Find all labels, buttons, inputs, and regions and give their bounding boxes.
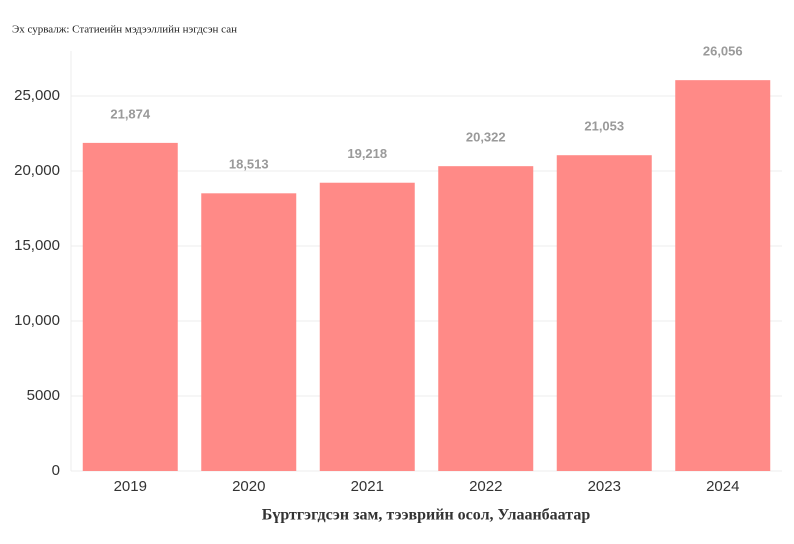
- bar: [319, 182, 415, 472]
- source-note: Эх сурвалж: Статиеийн мэдээллийн нэгдсэн…: [12, 24, 237, 36]
- x-axis-title: Бүртгэгдсэн зам, тээврийн осол, Улаанбаа…: [262, 507, 591, 524]
- value-label: 18,513: [229, 157, 269, 172]
- value-label: 26,056: [703, 44, 743, 59]
- value-label: 21,874: [110, 106, 151, 121]
- x-tick-label: 2021: [351, 478, 384, 495]
- bar: [82, 142, 178, 471]
- x-tick-label: 2022: [469, 478, 502, 495]
- x-tick-label: 2024: [706, 478, 739, 495]
- x-tick-label: 2020: [232, 478, 265, 495]
- value-label: 21,053: [584, 119, 624, 134]
- y-tick-label: 20,000: [14, 162, 60, 179]
- x-tick-label: 2019: [114, 478, 147, 495]
- value-label: 20,322: [466, 130, 506, 145]
- y-tick-label: 25,000: [14, 87, 60, 104]
- y-tick-label: 5000: [27, 387, 60, 404]
- value-label: 19,218: [347, 146, 387, 161]
- y-tick-label: 10,000: [14, 312, 60, 329]
- y-tick-label: 15,000: [14, 237, 60, 254]
- bar: [438, 166, 534, 472]
- bar: [556, 155, 652, 471]
- x-tick-label: 2023: [588, 478, 621, 495]
- bar: [201, 193, 297, 471]
- y-tick-label: 0: [52, 462, 60, 479]
- bar: [675, 80, 771, 471]
